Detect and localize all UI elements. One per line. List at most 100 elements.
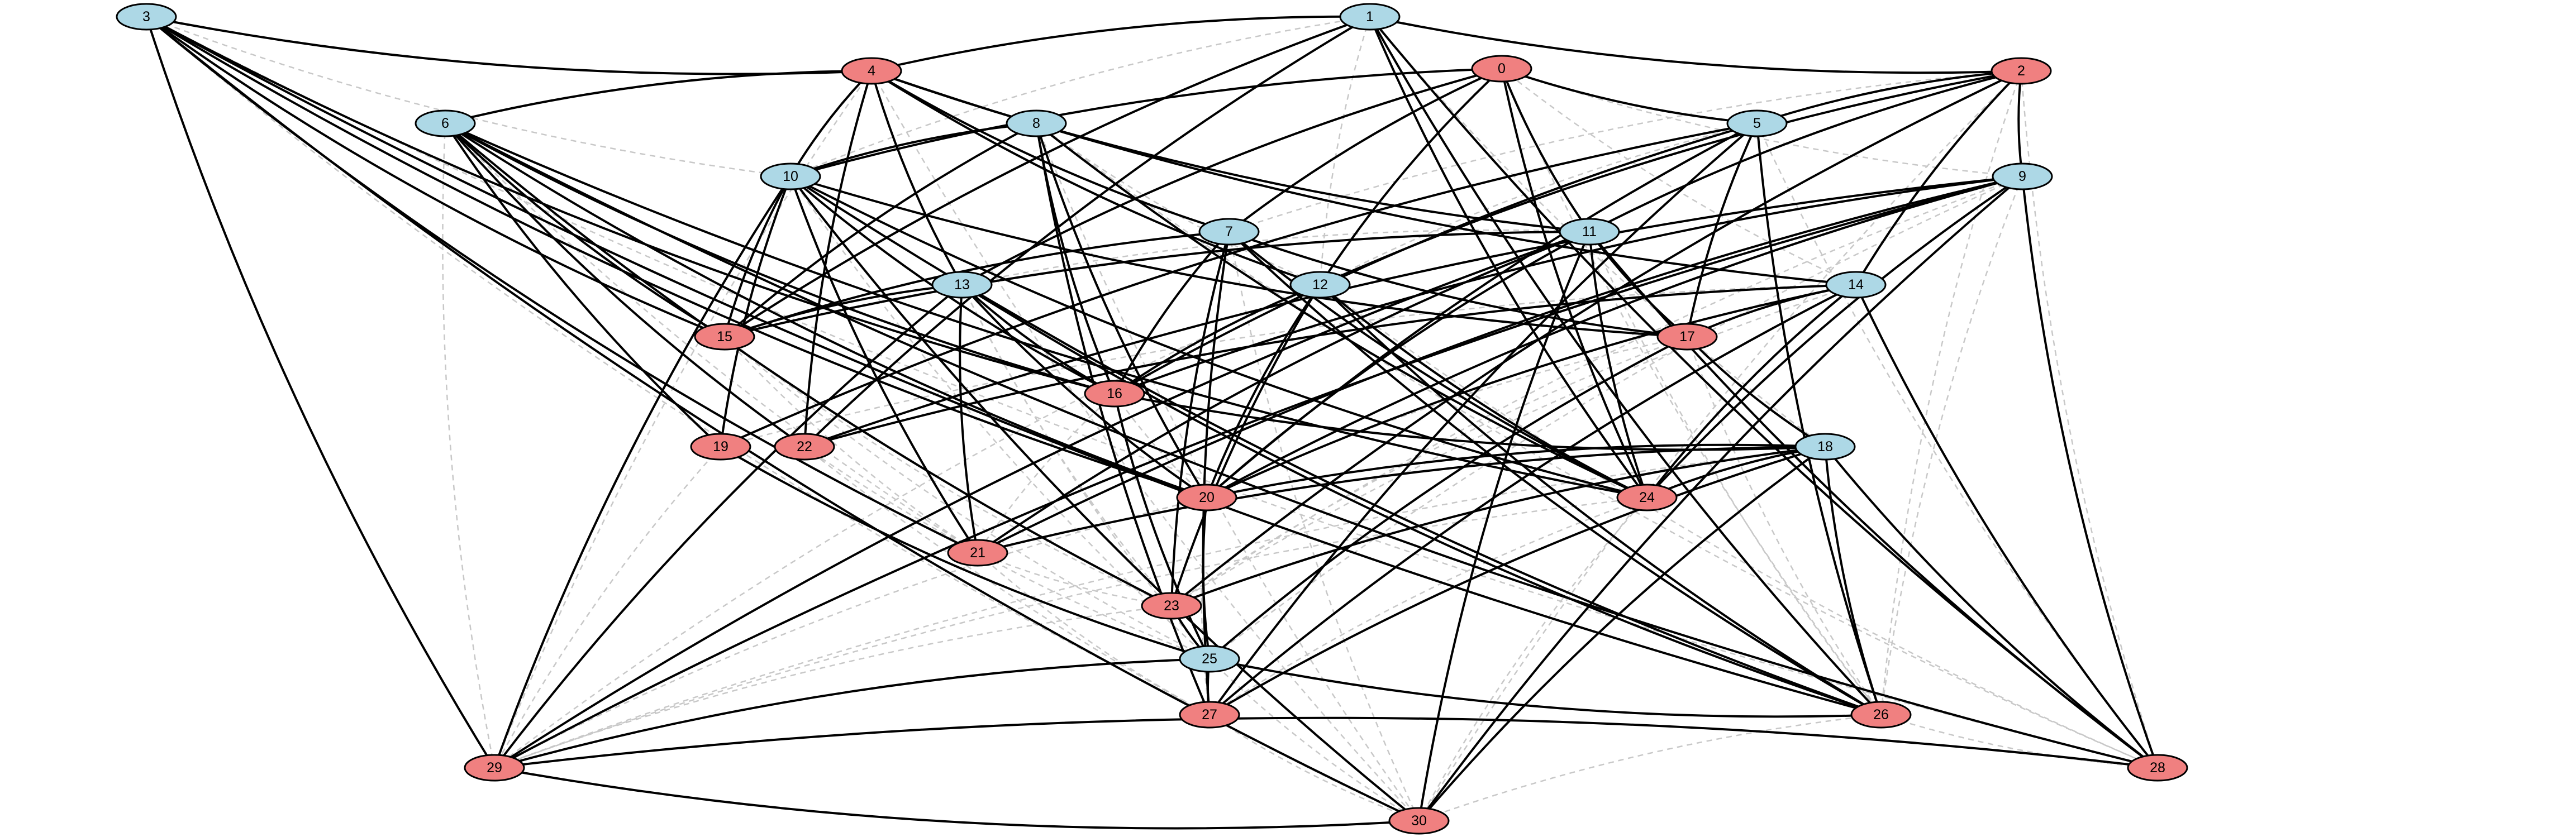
node-10-label: 10 (783, 169, 798, 184)
node-3-shape (116, 3, 177, 31)
edge-2-9 (2017, 70, 2023, 177)
dashed-edge-22-25 (804, 446, 1210, 660)
edge-1-4 (871, 15, 1370, 72)
node-23-shape (1141, 592, 1202, 620)
dashed-edge-15-25 (724, 336, 1210, 660)
edge-7-27 (1202, 231, 1230, 715)
edge-6-20 (444, 122, 1207, 499)
node-28-label: 28 (2150, 760, 2165, 776)
node-8: 8 (1006, 109, 1067, 137)
edge-16-25 (1113, 393, 1211, 659)
node-16-label: 16 (1107, 386, 1122, 401)
dashed-edge-12-28 (1320, 284, 2158, 769)
node-19-label: 19 (713, 439, 728, 455)
node-30-label: 30 (1411, 813, 1427, 829)
node-2-label: 2 (2017, 63, 2025, 79)
edge-17-18 (1686, 336, 1826, 448)
node-15: 15 (694, 323, 755, 351)
node-7-label: 7 (1225, 224, 1233, 240)
node-29-shape (464, 754, 525, 782)
node-28: 28 (2127, 754, 2188, 782)
edge-4-22 (803, 70, 873, 447)
dashed-edge-25-30 (1209, 658, 1420, 822)
dashed-edge-3-27 (146, 16, 1210, 716)
dashed-edge-7-30 (1228, 231, 1420, 821)
edge-6-22 (444, 122, 806, 448)
dashed-edge-23-29 (494, 605, 1172, 769)
node-26-shape (1850, 701, 1912, 729)
node-15-shape (694, 323, 755, 351)
edge-0-7 (1228, 68, 1502, 233)
edge-18-28 (1824, 446, 2159, 769)
edge-14-27 (1208, 284, 1856, 716)
node-29-label: 29 (487, 760, 502, 776)
edge-25-29 (494, 658, 1210, 769)
edge-29-30 (494, 767, 1420, 830)
edge-18-26 (1824, 446, 1882, 715)
edge-5-17 (1686, 123, 1758, 337)
edge-13-29 (493, 284, 963, 769)
node-18-shape (1794, 433, 1856, 461)
node-22-shape (774, 433, 835, 461)
node-16-shape (1084, 380, 1145, 408)
edge-12-24 (1319, 284, 1648, 499)
dashed-edge-17-26 (1686, 336, 1882, 715)
node-29: 29 (464, 754, 525, 782)
dashed-edge-9-26 (1880, 176, 2023, 715)
node-7: 7 (1198, 218, 1260, 246)
edge-6-23 (444, 122, 1172, 607)
dashed-edge-11-26 (1588, 231, 1882, 715)
node-18-label: 18 (1817, 439, 1833, 455)
node-24: 24 (1616, 484, 1678, 511)
dashed-edge-6-29 (442, 123, 496, 768)
edge-28-29 (494, 716, 2158, 769)
node-21-label: 21 (970, 545, 985, 561)
edge-11-29 (493, 231, 1590, 769)
node-5-label: 5 (1753, 116, 1761, 131)
node-24-label: 24 (1639, 490, 1655, 505)
edge-14-22 (804, 284, 1856, 448)
node-4-shape (841, 57, 902, 85)
edge-10-15 (723, 176, 792, 337)
dashed-edge-1-12 (1319, 16, 1371, 285)
node-14-shape (1825, 271, 1887, 299)
dashed-edge-0-14 (1501, 68, 1856, 286)
edge-5-16 (1114, 122, 1758, 395)
node-15-label: 15 (717, 329, 732, 345)
node-19: 19 (690, 433, 751, 461)
node-9: 9 (1992, 162, 2053, 190)
node-0-label: 0 (1498, 61, 1506, 76)
edge-9-20 (1206, 175, 2023, 499)
edge-5-26 (1756, 123, 1882, 715)
edge-13-20 (961, 284, 1208, 499)
edge-19-25 (720, 446, 1210, 660)
dashed-edge-9-23 (1171, 175, 2023, 607)
edge-8-27 (1035, 123, 1211, 715)
node-5: 5 (1726, 109, 1788, 137)
node-30-shape (1388, 807, 1450, 835)
node-20-label: 20 (1199, 490, 1215, 505)
node-5-shape (1726, 109, 1788, 137)
edge-11-15 (724, 231, 1590, 338)
dashed-edge-8-12 (1036, 122, 1321, 286)
node-13-shape (931, 271, 993, 299)
dashed-edge-15-23 (724, 336, 1172, 607)
node-16: 16 (1084, 380, 1145, 408)
node-12: 12 (1289, 271, 1351, 299)
edge-18-30 (1418, 446, 1826, 822)
edge-0-24 (1501, 68, 1648, 498)
edge-4-7 (870, 70, 1230, 233)
dashed-edge-17-23 (1171, 336, 1688, 607)
node-9-label: 9 (2018, 169, 2026, 184)
edge-10-17 (790, 175, 1688, 338)
edge-5-19 (720, 122, 1758, 448)
edge-11-28 (1588, 231, 2159, 769)
dashed-edge-2-7 (1229, 70, 2022, 233)
dashed-edge-21-23 (977, 552, 1172, 607)
edge-6-19 (444, 122, 722, 448)
node-12-label: 12 (1312, 277, 1328, 293)
edge-1-2 (1369, 16, 2022, 74)
node-6-label: 6 (441, 116, 449, 131)
